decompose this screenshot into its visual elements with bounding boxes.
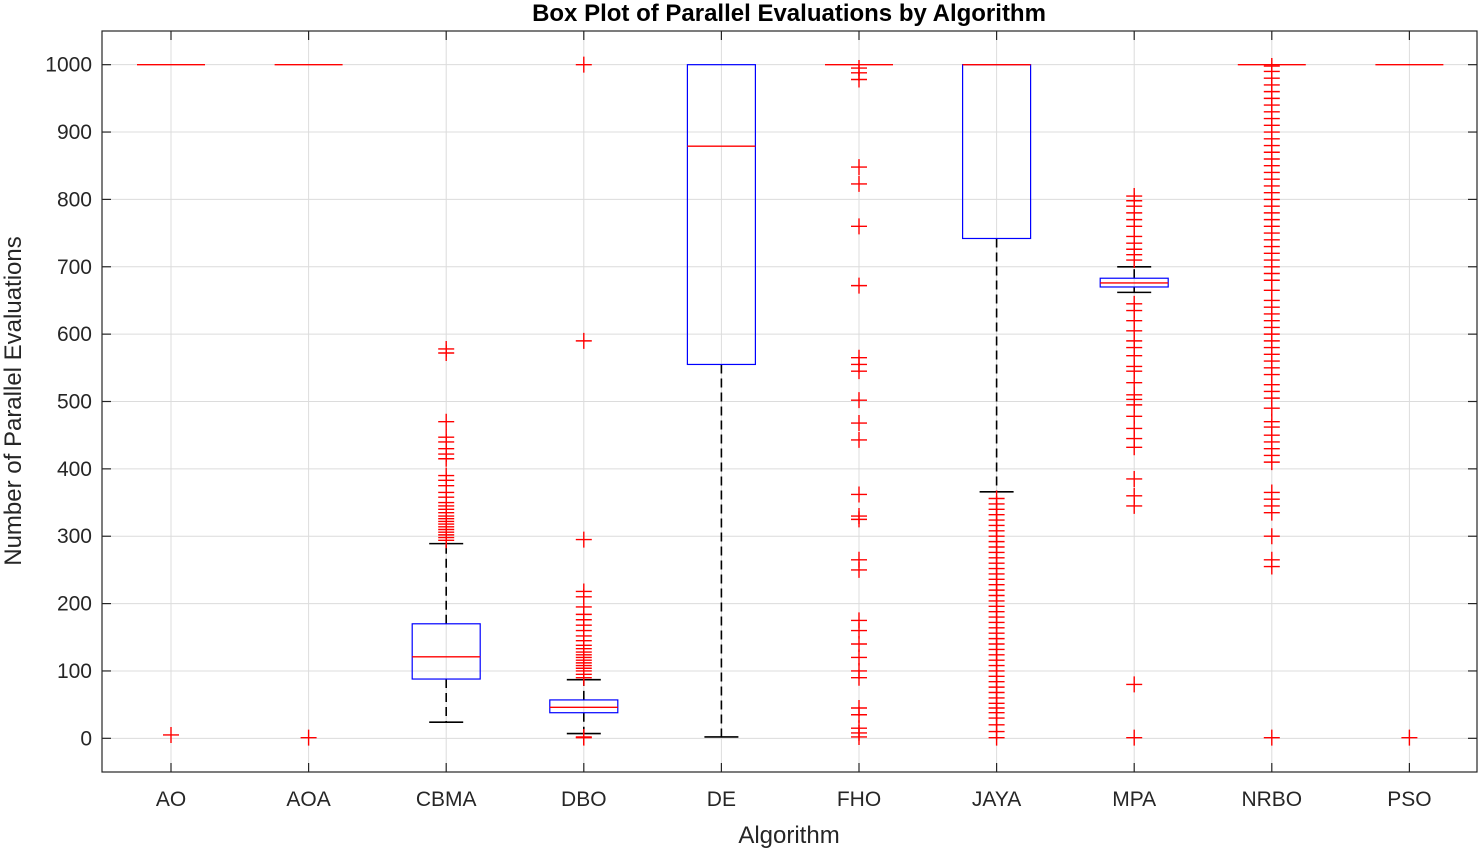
outlier-dbo xyxy=(575,583,592,600)
outlier-fho xyxy=(851,508,867,525)
box-group-ao xyxy=(137,63,205,743)
y-tick-label: 1000 xyxy=(45,54,92,77)
x-tick-label-cbma: CBMA xyxy=(416,788,477,811)
y-tick-label: 800 xyxy=(57,188,92,211)
outlier-jaya xyxy=(988,490,1005,507)
box-group-de xyxy=(686,64,757,738)
outlier-fho xyxy=(851,218,867,235)
x-tick-label-dbo: DBO xyxy=(561,788,607,811)
outlier-mpa xyxy=(1126,188,1143,205)
y-tick-label: 100 xyxy=(57,660,92,683)
box-group-cbma xyxy=(411,340,481,723)
outlier-fho xyxy=(851,612,867,629)
x-axis-label: Algorithm xyxy=(738,822,839,849)
outlier-fho xyxy=(851,649,867,666)
box-group-mpa xyxy=(1099,188,1169,746)
outlier-mpa xyxy=(1126,729,1143,746)
outlier-mpa xyxy=(1126,676,1143,693)
x-tick-label-aoa: AOA xyxy=(286,788,330,811)
box-cbma xyxy=(411,623,481,680)
outlier-fho xyxy=(851,431,867,448)
x-tick-label-jaya: JAYA xyxy=(972,788,1021,811)
outlier-dbo xyxy=(575,56,592,73)
outlier-fho xyxy=(851,277,867,294)
outlier-fho xyxy=(851,551,867,568)
outlier-pso xyxy=(1401,729,1418,746)
box-group-jaya xyxy=(961,63,1032,746)
y-axis-label: Number of Parallel Evaluations xyxy=(0,236,27,566)
outlier-nrbo xyxy=(1263,528,1280,545)
box-group-aoa xyxy=(274,63,343,746)
x-tick-label-mpa: MPA xyxy=(1112,788,1156,811)
outlier-mpa xyxy=(1126,487,1143,504)
chart-title: Box Plot of Parallel Evaluations by Algo… xyxy=(532,0,1046,27)
outlier-cbma xyxy=(438,429,455,446)
x-tick-label-fho: FHO xyxy=(837,788,881,811)
x-tick-label-de: DE xyxy=(707,788,736,811)
outlier-mpa xyxy=(1126,295,1143,312)
outlier-dbo xyxy=(575,728,592,745)
outlier-nrbo xyxy=(1263,729,1280,746)
y-tick-label: 0 xyxy=(80,727,92,750)
outlier-dbo xyxy=(575,531,592,548)
outlier-fho xyxy=(851,486,867,503)
box-group-dbo xyxy=(549,56,619,746)
box-group-fho xyxy=(825,60,893,745)
boxes xyxy=(137,56,1444,746)
outlier-fho xyxy=(851,349,867,366)
outlier-fho xyxy=(851,159,867,176)
outlier-fho xyxy=(851,60,867,77)
outlier-fho xyxy=(851,415,867,432)
outlier-fho xyxy=(851,636,867,653)
outlier-cbma xyxy=(438,340,455,357)
y-tick-label: 400 xyxy=(57,458,92,481)
y-tick-label: 300 xyxy=(57,525,92,548)
grid-lines xyxy=(102,31,1477,772)
outlier-nrbo xyxy=(1263,413,1280,430)
x-tick-label-nrbo: NRBO xyxy=(1241,788,1302,811)
outlier-fho xyxy=(851,662,867,679)
outlier-ao xyxy=(163,726,179,743)
y-tick-label: 500 xyxy=(57,391,92,414)
box-de xyxy=(686,64,757,366)
y-tick-label: 600 xyxy=(57,323,92,346)
box-group-nrbo xyxy=(1237,58,1306,746)
outlier-nrbo xyxy=(1263,484,1280,501)
outlier-nrbo xyxy=(1263,58,1280,75)
outlier-nrbo xyxy=(1263,551,1280,568)
outlier-fho xyxy=(851,700,867,717)
outlier-dbo xyxy=(575,332,592,349)
outlier-cbma xyxy=(438,413,455,430)
y-tick-label: 200 xyxy=(57,593,92,616)
axis-ticks: 0 100 200 300 400 500 600 700 800 900 1000 AO AOA CBM… xyxy=(45,31,1477,811)
x-tick-label-pso: PSO xyxy=(1387,788,1431,811)
outlier-fho xyxy=(851,175,867,192)
box-group-pso xyxy=(1375,63,1444,746)
y-tick-label: 700 xyxy=(57,256,92,279)
outlier-aoa xyxy=(300,729,317,746)
y-tick-label: 900 xyxy=(57,121,92,144)
outlier-fho xyxy=(851,392,867,409)
outlier-cbma xyxy=(438,467,455,484)
x-tick-label-ao: AO xyxy=(156,788,186,811)
outlier-fho xyxy=(851,720,867,737)
box-dbo xyxy=(549,699,619,714)
outlier-mpa xyxy=(1126,470,1143,487)
